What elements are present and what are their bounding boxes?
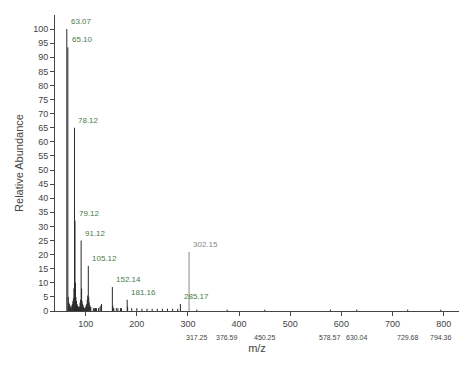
svg-text:600: 600 — [334, 319, 349, 329]
svg-text:35: 35 — [38, 207, 48, 217]
svg-text:729.68: 729.68 — [397, 334, 419, 341]
svg-text:285.17: 285.17 — [184, 292, 209, 301]
svg-text:5: 5 — [43, 292, 48, 302]
svg-text:302.15: 302.15 — [193, 240, 218, 249]
svg-text:700: 700 — [385, 319, 400, 329]
svg-text:63.07: 63.07 — [71, 17, 92, 26]
svg-text:55: 55 — [38, 151, 48, 161]
svg-text:181.16: 181.16 — [131, 288, 156, 297]
svg-text:794.36: 794.36 — [430, 334, 452, 341]
svg-text:100: 100 — [78, 319, 93, 329]
svg-text:85: 85 — [38, 67, 48, 77]
svg-text:80: 80 — [38, 81, 48, 91]
svg-text:79.12: 79.12 — [79, 209, 100, 218]
svg-text:800: 800 — [436, 319, 451, 329]
svg-text:75: 75 — [38, 95, 48, 105]
svg-text:105.12: 105.12 — [92, 254, 117, 263]
svg-text:200: 200 — [129, 319, 144, 329]
svg-text:65: 65 — [38, 123, 48, 133]
svg-text:630.04: 630.04 — [346, 334, 368, 341]
svg-text:70: 70 — [38, 109, 48, 119]
svg-text:152.14: 152.14 — [116, 275, 141, 284]
svg-text:91.12: 91.12 — [85, 229, 106, 238]
svg-text:30: 30 — [38, 222, 48, 232]
svg-text:317.25: 317.25 — [186, 334, 208, 341]
svg-text:100: 100 — [33, 24, 48, 34]
svg-text:500: 500 — [283, 319, 298, 329]
svg-text:10: 10 — [38, 278, 48, 288]
svg-text:25: 25 — [38, 236, 48, 246]
svg-text:300: 300 — [180, 319, 195, 329]
svg-text:65.10: 65.10 — [72, 35, 93, 44]
svg-text:450.25: 450.25 — [254, 334, 276, 341]
svg-text:376.59: 376.59 — [216, 334, 238, 341]
svg-text:95: 95 — [38, 38, 48, 48]
svg-text:400: 400 — [232, 319, 247, 329]
svg-text:90: 90 — [38, 52, 48, 62]
svg-text:60: 60 — [38, 137, 48, 147]
svg-text:Relative Abundance: Relative Abundance — [13, 114, 25, 212]
svg-text:578.57: 578.57 — [319, 334, 341, 341]
svg-text:20: 20 — [38, 250, 48, 260]
svg-text:78.12: 78.12 — [78, 116, 99, 125]
svg-text:50: 50 — [38, 165, 48, 175]
svg-text:0: 0 — [43, 306, 48, 316]
svg-text:40: 40 — [38, 193, 48, 203]
svg-text:15: 15 — [38, 264, 48, 274]
svg-text:m/z: m/z — [248, 342, 266, 354]
svg-text:45: 45 — [38, 179, 48, 189]
